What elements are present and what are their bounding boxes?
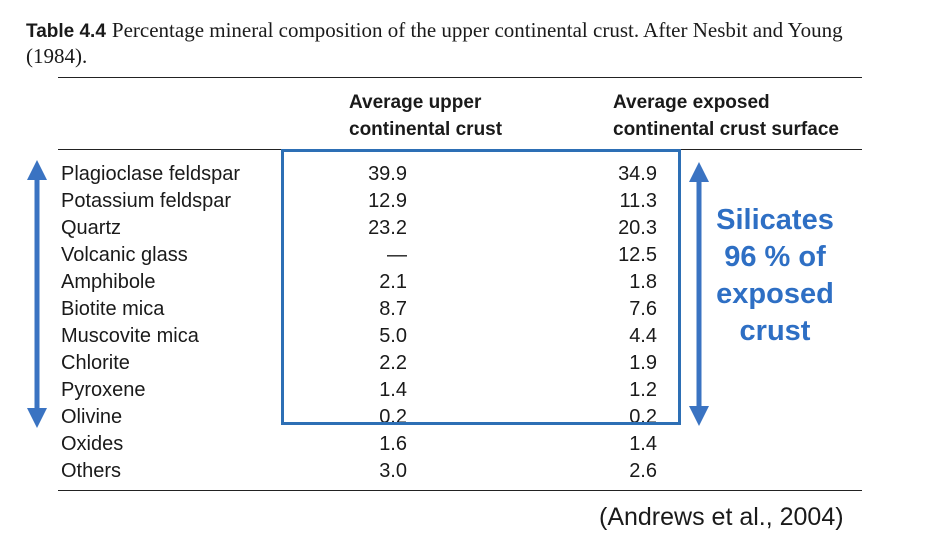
- table-caption: Table 4.4 Percentage mineral composition …: [26, 18, 886, 69]
- exposed-surface-value: 20.3: [618, 217, 657, 239]
- exposed-surface-value: 12.5: [618, 244, 657, 266]
- mineral-name: Quartz: [61, 217, 122, 239]
- left-double-arrow-icon: [27, 160, 47, 428]
- upper-crust-value: 1.6: [379, 433, 407, 455]
- upper-crust-value: 39.9: [368, 163, 407, 185]
- upper-crust-value: 23.2: [368, 217, 407, 239]
- mineral-name: Olivine: [61, 406, 123, 428]
- mineral-name: Potassium feldspar: [61, 190, 232, 212]
- exposed-surface-value: 7.6: [629, 298, 657, 320]
- upper-crust-value: 2.1: [379, 271, 407, 293]
- upper-crust-value: 5.0: [379, 325, 407, 347]
- right-double-arrow-icon: [689, 162, 709, 426]
- upper-crust-value: 12.9: [368, 190, 407, 212]
- mineral-name: Muscovite mica: [61, 325, 199, 347]
- table-label: Table 4.4: [26, 21, 106, 42]
- exposed-surface-value: 1.9: [629, 352, 657, 374]
- mineral-name: Amphibole: [61, 271, 156, 293]
- upper-crust-value: —: [387, 244, 407, 266]
- citation: (Andrews et al., 2004): [599, 503, 844, 531]
- exposed-surface-value: 4.4: [629, 325, 657, 347]
- mineral-name: Pyroxene: [61, 379, 146, 401]
- table-top-rule: [58, 77, 862, 78]
- upper-crust-value: 2.2: [379, 352, 407, 374]
- mineral-name: Others: [61, 460, 122, 482]
- mineral-name: Chlorite: [61, 352, 130, 374]
- silicates-highlight-box: [281, 149, 681, 425]
- exposed-surface-value: 1.2: [629, 379, 657, 401]
- table-bottom-rule: [58, 490, 862, 491]
- upper-crust-value: 8.7: [379, 298, 407, 320]
- silicates-annotation: Silicates 96 % of exposed crust: [716, 204, 834, 347]
- mineral-name: Plagioclase feldspar: [61, 163, 240, 185]
- upper-crust-value: 3.0: [379, 460, 407, 482]
- mineral-name: Volcanic glass: [61, 244, 188, 266]
- mineral-name: Biotite mica: [61, 298, 165, 320]
- mineral-name: Oxides: [61, 433, 124, 455]
- column-header-exposed-surface: Average exposed continental crust surfac…: [613, 92, 839, 140]
- exposed-surface-value: 34.9: [618, 163, 657, 185]
- upper-crust-value: 1.4: [379, 379, 407, 401]
- caption-text: Percentage mineral composition of the up…: [26, 18, 843, 68]
- exposed-surface-value: 1.8: [629, 271, 657, 293]
- exposed-surface-value: 11.3: [619, 190, 657, 212]
- column-header-upper-crust: Average upper continental crust: [349, 92, 503, 140]
- exposed-surface-value: 2.6: [629, 460, 657, 482]
- exposed-surface-value: 1.4: [629, 433, 657, 455]
